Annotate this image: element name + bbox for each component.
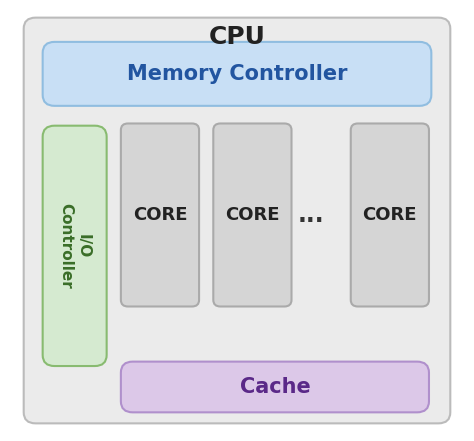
FancyBboxPatch shape [351,123,429,306]
FancyBboxPatch shape [24,18,450,423]
Text: Cache: Cache [239,377,310,397]
FancyBboxPatch shape [121,123,199,306]
Text: CORE: CORE [225,206,280,224]
FancyBboxPatch shape [43,126,107,366]
Text: CORE: CORE [363,206,417,224]
Text: Memory Controller: Memory Controller [127,64,347,84]
Text: CPU: CPU [209,26,265,49]
FancyBboxPatch shape [121,362,429,412]
Text: ...: ... [298,203,325,227]
Text: CORE: CORE [133,206,187,224]
Text: I/O
Controller: I/O Controller [58,203,91,289]
FancyBboxPatch shape [43,42,431,106]
FancyBboxPatch shape [213,123,292,306]
